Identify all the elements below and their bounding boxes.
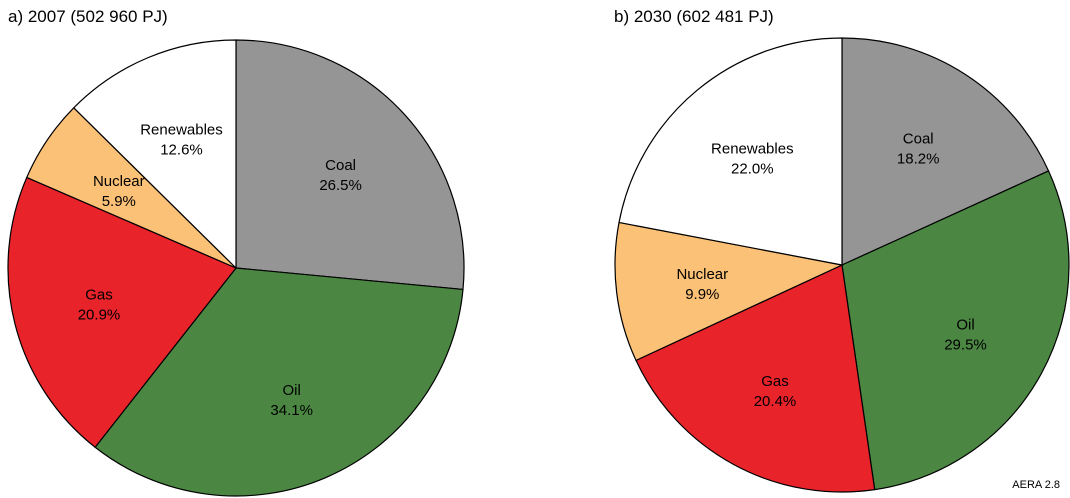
pie-b-value-coal: 18.2% [897, 151, 940, 168]
pie-a-slice-gas [7, 176, 237, 448]
pie-b-value-oil: 29.5% [944, 336, 987, 353]
pie-b-label-renewables: Renewables [711, 141, 794, 158]
pie-a-label-coal: Coal [325, 157, 356, 174]
pie-b-value-nuclear: 9.9% [685, 286, 719, 303]
pie-a-slice-renewables [73, 39, 237, 269]
pie-a-slice-coal [235, 39, 465, 291]
pie-a-label-oil: Oil [283, 382, 301, 399]
pie-b-slice-oil [841, 170, 1070, 491]
pie-b-value-renewables: 22.0% [731, 161, 774, 178]
pie-a-label-gas: Gas [85, 287, 113, 304]
pie-b-slice-nuclear [614, 221, 843, 361]
pie-a-value-oil: 34.1% [270, 402, 313, 419]
pie-b-slice-gas [635, 264, 876, 493]
chart-b-title: b) 2030 (602 481 PJ) [614, 7, 774, 26]
pie-a-value-nuclear: 5.9% [102, 193, 136, 210]
pie-a-value-renewables: 12.6% [160, 142, 203, 159]
pie-a-value-coal: 26.5% [319, 177, 362, 194]
pie-b-value-gas: 20.4% [754, 393, 797, 410]
pie-chart-b: Coal 18.2% Oil 29.5% Gas 20.4% Nuclear 9.9% Rene… [614, 37, 1070, 493]
pie-chart-a: Coal 26.5% Oil 34.1% Gas 20.9% Nuclear 5.9% Rene… [7, 39, 465, 497]
pie-b-slice-coal [841, 37, 1050, 266]
figure-tag: AERA 2.8 [1012, 479, 1060, 491]
pie-a-slice-oil [94, 267, 464, 497]
pie-a-label-nuclear: Nuclear [93, 173, 145, 190]
pie-a-label-renewables: Renewables [140, 122, 223, 139]
pie-a-value-gas: 20.9% [78, 307, 121, 324]
pie-b-label-gas: Gas [761, 373, 789, 390]
chart-a-title: a) 2007 (502 960 PJ) [8, 7, 168, 26]
pie-b-slice-renewables [618, 37, 843, 266]
pie-b-label-coal: Coal [903, 131, 934, 148]
pie-b-label-oil: Oil [956, 316, 974, 333]
pie-b-label-nuclear: Nuclear [676, 266, 728, 283]
